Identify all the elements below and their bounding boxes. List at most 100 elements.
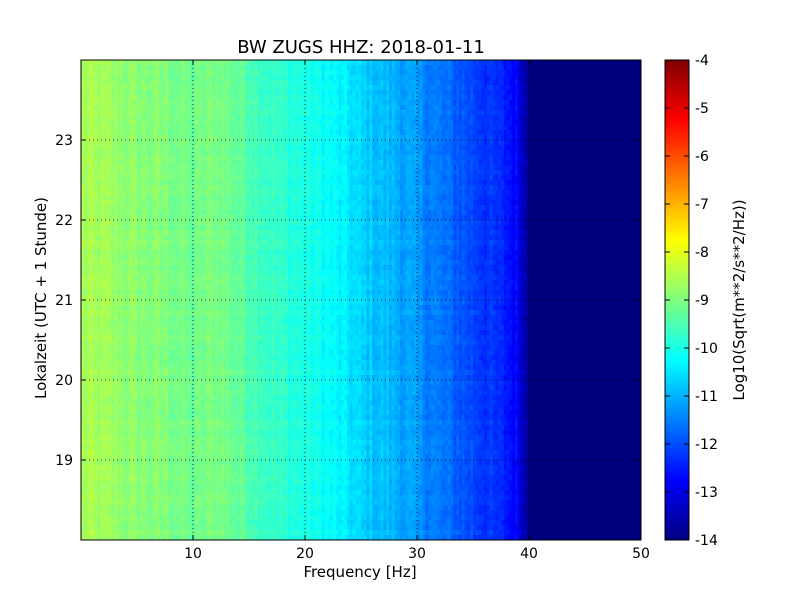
heatmap-cell [97, 170, 102, 176]
heatmap-cell [456, 90, 460, 96]
heatmap-cell [307, 155, 312, 161]
heatmap-cell [263, 155, 267, 161]
heatmap-cell [97, 90, 102, 96]
heatmap-cell [601, 170, 606, 176]
heatmap-cell [422, 135, 426, 141]
heatmap-cell [277, 130, 281, 136]
heatmap-cell [221, 70, 225, 76]
heatmap-cell [249, 130, 253, 136]
heatmap-cell [400, 160, 404, 166]
heatmap-cell [265, 80, 270, 86]
heatmap-cell [165, 95, 169, 101]
heatmap-cell [125, 85, 130, 91]
heatmap-cell [212, 140, 216, 146]
heatmap-cell [431, 160, 435, 166]
heatmap-cell [431, 135, 435, 141]
heatmap-cell [520, 125, 524, 131]
heatmap-cell [372, 145, 376, 151]
heatmap-cell [212, 90, 216, 96]
heatmap-cell [89, 160, 93, 166]
heatmap-cell [489, 65, 494, 71]
heatmap-cell [321, 125, 326, 131]
heatmap-cell [97, 150, 102, 156]
heatmap-cell [610, 150, 614, 156]
heatmap-cell [114, 145, 118, 151]
heatmap-cell [579, 105, 583, 111]
heatmap-cell [212, 95, 216, 101]
heatmap-cell [89, 110, 93, 116]
heatmap-cell [271, 120, 275, 126]
heatmap-cell [562, 155, 566, 161]
heatmap-cell [391, 140, 396, 146]
heatmap-cell [417, 165, 421, 171]
heatmap-cell [333, 70, 337, 76]
heatmap-cell [425, 115, 429, 121]
heatmap-cell [526, 110, 530, 116]
heatmap-cell [638, 115, 641, 121]
heatmap-cell [445, 70, 449, 76]
heatmap-cell [156, 110, 160, 116]
heatmap-cell [246, 145, 250, 151]
heatmap-cell [481, 130, 485, 136]
heatmap-cell [456, 60, 460, 66]
heatmap-cell [187, 175, 191, 181]
heatmap-cell [632, 135, 636, 141]
heatmap-cell [162, 160, 166, 166]
heatmap-cell [576, 85, 580, 91]
heatmap-cell [285, 170, 289, 176]
heatmap-cell [517, 85, 522, 91]
heatmap-cell [576, 70, 580, 76]
heatmap-cell [237, 150, 242, 156]
heatmap-cell [333, 60, 337, 66]
heatmap-cell [285, 145, 289, 151]
heatmap-cell [358, 70, 362, 76]
heatmap-cell [215, 60, 219, 66]
heatmap-cell [509, 130, 513, 136]
heatmap-cell [447, 85, 452, 91]
heatmap-cell [389, 120, 393, 126]
heatmap-cell [279, 165, 284, 171]
heatmap-cell [145, 100, 149, 106]
heatmap-cell [288, 65, 292, 71]
heatmap-cell [139, 85, 144, 91]
heatmap-cell [134, 100, 138, 106]
heatmap-cell [529, 155, 533, 161]
heatmap-cell [624, 60, 628, 66]
heatmap-cell [153, 125, 158, 131]
heatmap-cell [554, 150, 558, 156]
heatmap-cell [562, 100, 566, 106]
heatmap-cell [277, 150, 281, 156]
heatmap-cell [268, 165, 272, 171]
heatmap-cell [579, 70, 583, 76]
heatmap-cell [352, 155, 356, 161]
heatmap-cell [226, 155, 230, 161]
heatmap-cell [461, 170, 466, 176]
heatmap-cell [243, 130, 247, 136]
heatmap-cell [316, 150, 320, 156]
heatmap-cell [330, 170, 334, 176]
heatmap-cell [565, 80, 569, 86]
heatmap-cell [599, 75, 603, 81]
heatmap-cell [349, 90, 354, 96]
heatmap-cell [543, 170, 547, 176]
heatmap-cell [257, 80, 261, 86]
heatmap-cell [403, 85, 407, 91]
heatmap-cell [293, 90, 298, 96]
heatmap-cell [579, 60, 583, 66]
heatmap-cell [363, 70, 368, 76]
heatmap-cell [562, 90, 566, 96]
heatmap-cell [531, 170, 536, 176]
heatmap-cell [377, 140, 382, 146]
heatmap-cell [638, 120, 641, 126]
heatmap-cell [179, 145, 183, 151]
heatmap-cell [459, 145, 463, 151]
heatmap-cell [148, 175, 152, 181]
heatmap-cell [204, 105, 208, 111]
heatmap-cell [610, 115, 614, 121]
heatmap-cell [296, 65, 300, 71]
heatmap-cell [335, 125, 340, 131]
heatmap-cell [621, 150, 625, 156]
heatmap-cell [568, 100, 572, 106]
heatmap-cell [621, 110, 625, 116]
heatmap-cell [363, 150, 368, 156]
